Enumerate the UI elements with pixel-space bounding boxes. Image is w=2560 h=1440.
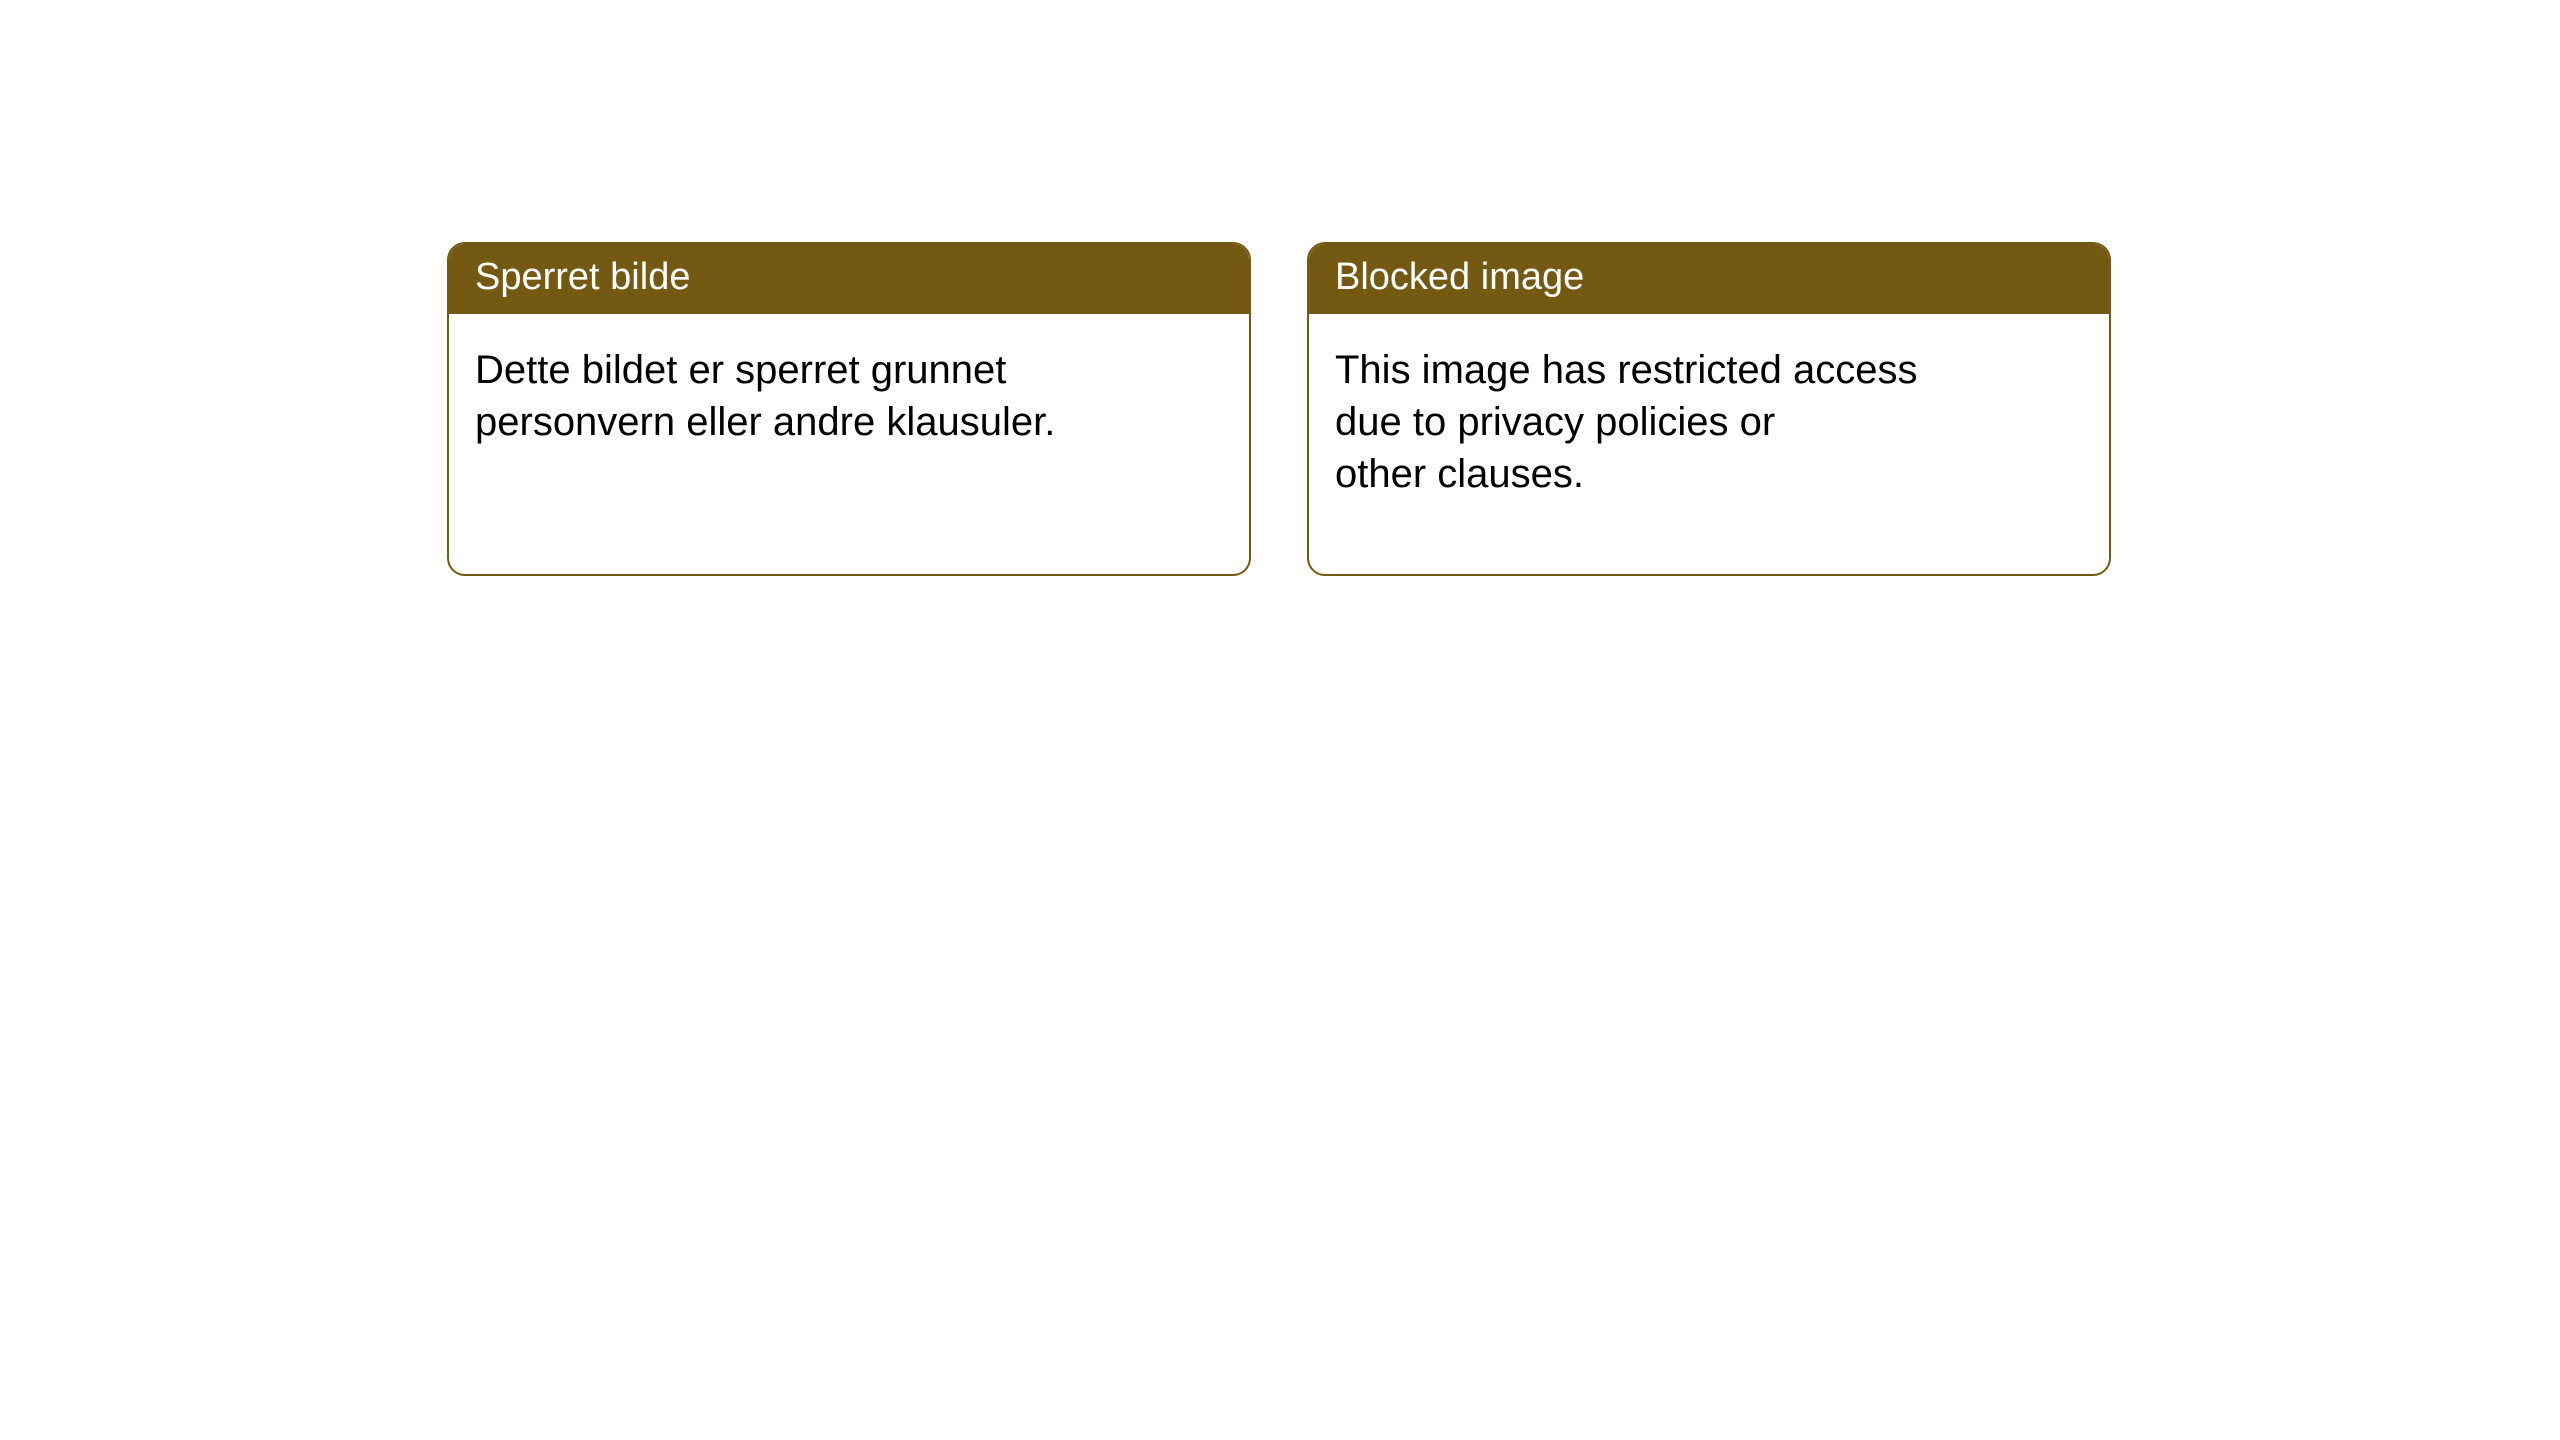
blocked-notice-body-no: Dette bildet er sperret grunnet personve… xyxy=(449,314,1249,478)
blocked-notice-title-no: Sperret bilde xyxy=(449,244,1249,314)
blocked-notice-body-en: This image has restricted access due to … xyxy=(1309,314,2109,530)
blocked-notice-card-en: Blocked image This image has restricted … xyxy=(1307,242,2111,576)
blocked-notice-card-no: Sperret bilde Dette bildet er sperret gr… xyxy=(447,242,1251,576)
notice-container: Sperret bilde Dette bildet er sperret gr… xyxy=(0,0,2560,576)
blocked-notice-title-en: Blocked image xyxy=(1309,244,2109,314)
